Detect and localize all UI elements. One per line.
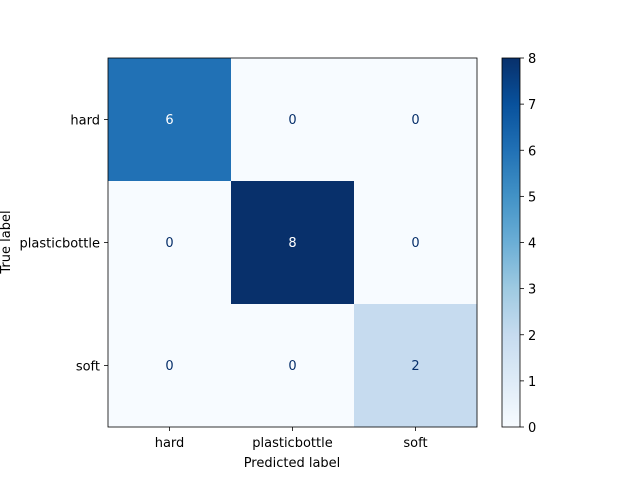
y-tick-label: soft — [76, 360, 100, 375]
heatmap-cell — [354, 58, 478, 182]
heatmap-cell — [354, 304, 478, 428]
cell-value-label: 0 — [165, 359, 173, 374]
cell-value-labels: 6 0 0 0 8 0 0 0 2 — [165, 113, 419, 374]
y-tick-label: hard — [70, 114, 100, 129]
heatmap-cell — [354, 181, 478, 305]
colorbar-tick-label: 6 — [528, 144, 536, 159]
y-axis-ticks: hard plasticbottle soft — [20, 114, 108, 375]
colorbar-tick-label: 7 — [528, 98, 536, 113]
colorbar — [501, 57, 521, 428]
x-axis-ticks: hard plasticbottle soft — [155, 427, 428, 451]
heatmap-cell — [108, 181, 232, 305]
cell-value-label: 2 — [411, 359, 419, 374]
y-tick-label: plasticbottle — [20, 237, 100, 252]
cell-value-label: 8 — [288, 236, 296, 251]
y-axis-label: True label — [0, 210, 14, 274]
cell-value-label: 0 — [411, 113, 419, 128]
colorbar-tick-label: 8 — [528, 52, 536, 67]
x-axis-label: Predicted label — [244, 456, 341, 471]
heatmap-cell — [231, 181, 355, 305]
cell-value-label: 0 — [288, 113, 296, 128]
heatmap-cell — [231, 58, 355, 182]
colorbar-tick-label: 2 — [528, 329, 536, 344]
cell-value-label: 0 — [165, 236, 173, 251]
x-tick-label: plasticbottle — [252, 436, 332, 451]
colorbar-tick-label: 0 — [528, 421, 536, 436]
colorbar-ticks: 0 1 2 3 4 5 6 7 8 — [520, 52, 536, 436]
heatmap-cell — [231, 304, 355, 428]
heatmap-cells — [108, 58, 478, 428]
colorbar-tick-label: 3 — [528, 283, 536, 298]
cell-value-label: 0 — [411, 236, 419, 251]
x-tick-label: hard — [155, 436, 185, 451]
heatmap-cell — [108, 304, 232, 428]
colorbar-tick-label: 1 — [528, 375, 536, 390]
cell-value-label: 0 — [288, 359, 296, 374]
x-tick-label: soft — [403, 436, 427, 451]
colorbar-tick-label: 4 — [528, 237, 536, 252]
cell-value-label: 6 — [165, 113, 173, 128]
heatmap-cell — [108, 58, 232, 182]
colorbar-tick-label: 5 — [528, 190, 536, 205]
